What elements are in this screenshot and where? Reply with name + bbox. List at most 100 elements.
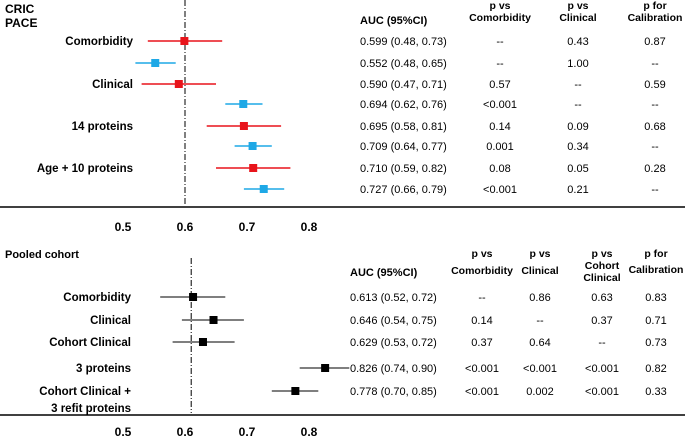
top-header-p-calibration: p for: [643, 0, 666, 12]
row-label: Clinical: [92, 79, 133, 91]
p-vs-comorbidity: 0.14: [489, 121, 510, 133]
x-tick-label-top: 0.7: [239, 220, 256, 234]
auc-value: 0.613 (0.52, 0.72): [350, 292, 437, 304]
x-tick-label-top: 0.5: [115, 220, 132, 234]
p-vs-clinical: 1.00: [567, 58, 588, 70]
p-calibration: 0.83: [645, 292, 666, 304]
auc-value: 0.599 (0.48, 0.73): [360, 36, 447, 48]
top-header-p-calibration: Calibration: [628, 12, 683, 24]
auc-value: 0.629 (0.53, 0.72): [350, 337, 437, 349]
p-vs-clinical: 0.43: [567, 36, 588, 48]
p-vs-cohort-clinical: --: [598, 337, 606, 349]
p-vs-comorbidity: --: [478, 292, 486, 304]
p-vs-comorbidity: <0.001: [483, 184, 517, 196]
p-vs-comorbidity: <0.001: [465, 363, 499, 375]
bottom-header-p-cohort-clinical: p vs: [591, 248, 612, 260]
legend-pace: PACE: [5, 16, 37, 30]
p-calibration: --: [651, 99, 659, 111]
point-estimate-pace: [239, 100, 248, 108]
point-estimate-pooled: [321, 364, 330, 372]
top-header-p-comorbidity: Comorbidity: [469, 12, 531, 24]
point-estimate-cric: [174, 80, 183, 88]
bottom-header-p-clinical: Clinical: [521, 265, 558, 277]
p-vs-comorbidity: 0.001: [486, 141, 514, 153]
point-estimate-pace: [259, 185, 268, 193]
p-vs-comorbidity: 0.37: [471, 337, 492, 349]
p-vs-cohort-clinical: 0.37: [591, 315, 612, 327]
row-label: 14 proteins: [72, 121, 133, 133]
p-calibration: --: [651, 141, 659, 153]
bottom-header-p-clinical: p vs: [529, 248, 550, 260]
bottom-header-p-comorbidity: Comorbidity: [451, 265, 513, 277]
point-estimate-pooled: [189, 293, 198, 301]
row-label: 3 proteins: [76, 363, 131, 375]
p-calibration: 0.59: [644, 79, 665, 91]
row-label: Age + 10 proteins: [37, 163, 133, 175]
p-vs-clinical: --: [574, 99, 582, 111]
p-vs-cohort-clinical: 0.63: [591, 292, 612, 304]
bottom-header-p-comorbidity: p vs: [471, 248, 492, 260]
x-tick-label-bottom: 0.6: [177, 425, 194, 438]
pooled-cohort-title: Pooled cohort: [5, 249, 79, 261]
point-estimate-cric: [249, 164, 258, 172]
p-calibration: 0.33: [645, 386, 666, 398]
x-tick-label-top: 0.6: [177, 220, 194, 234]
auc-value: 0.778 (0.70, 0.85): [350, 386, 437, 398]
p-vs-comorbidity: --: [496, 36, 504, 48]
p-vs-comorbidity: 0.08: [489, 163, 510, 175]
p-vs-comorbidity: 0.57: [489, 79, 510, 91]
auc-value: 0.694 (0.62, 0.76): [360, 99, 447, 111]
point-estimate-cric: [239, 122, 248, 130]
legend-cric: CRIC: [5, 2, 35, 16]
p-vs-clinical: 0.86: [529, 292, 550, 304]
row-label: Cohort Clinical +: [39, 386, 131, 398]
auc-value: 0.552 (0.48, 0.65): [360, 58, 447, 70]
row-label: Clinical: [90, 315, 131, 327]
auc-value: 0.826 (0.74, 0.90): [350, 363, 437, 375]
p-vs-clinical: --: [574, 79, 582, 91]
top-header-auc: AUC (95%CI): [360, 15, 428, 27]
p-calibration: 0.28: [644, 163, 665, 175]
p-calibration: --: [651, 184, 659, 196]
bottom-header-p-calibration: p for: [644, 248, 667, 260]
row-label: 3 refit proteins: [51, 403, 131, 415]
p-calibration: 0.71: [645, 315, 666, 327]
auc-value: 0.695 (0.58, 0.81): [360, 121, 447, 133]
auc-value: 0.710 (0.59, 0.82): [360, 163, 447, 175]
p-calibration: --: [651, 58, 659, 70]
p-calibration: 0.73: [645, 337, 666, 349]
x-tick-label-bottom: 0.7: [239, 425, 256, 438]
p-vs-cohort-clinical: <0.001: [585, 363, 619, 375]
point-estimate-pooled: [198, 338, 207, 346]
x-tick-label-bottom: 0.5: [115, 425, 132, 438]
point-estimate-pooled: [291, 387, 300, 395]
p-calibration: 0.68: [644, 121, 665, 133]
row-label: Cohort Clinical: [49, 337, 131, 349]
p-vs-clinical: 0.09: [567, 121, 588, 133]
auc-value: 0.646 (0.54, 0.75): [350, 315, 437, 327]
row-label: Comorbidity: [65, 36, 133, 48]
p-vs-clinical: 0.21: [567, 184, 588, 196]
auc-value: 0.709 (0.64, 0.77): [360, 141, 447, 153]
p-vs-clinical: 0.34: [567, 141, 588, 153]
auc-value: 0.590 (0.47, 0.71): [360, 79, 447, 91]
p-vs-comorbidity: --: [496, 58, 504, 70]
point-estimate-cric: [180, 37, 189, 45]
p-vs-clinical: --: [536, 315, 544, 327]
point-estimate-pace: [151, 59, 160, 67]
p-vs-clinical: 0.05: [567, 163, 588, 175]
top-header-p-clinical: Clinical: [559, 12, 596, 24]
auc-value: 0.727 (0.66, 0.79): [360, 184, 447, 196]
point-estimate-pace: [248, 142, 257, 150]
x-tick-label-bottom: 0.8: [301, 425, 318, 438]
p-vs-clinical: 0.64: [529, 337, 550, 349]
top-header-p-clinical: p vs: [567, 0, 588, 12]
bottom-header-p-cohort-clinical: Cohort: [585, 260, 620, 272]
top-header-p-comorbidity: p vs: [489, 0, 510, 12]
p-vs-clinical: 0.002: [526, 386, 554, 398]
p-vs-cohort-clinical: <0.001: [585, 386, 619, 398]
point-estimate-pooled: [209, 316, 218, 324]
p-calibration: 0.82: [645, 363, 666, 375]
bottom-header-p-calibration: Calibration: [629, 264, 684, 276]
row-label: Comorbidity: [63, 292, 131, 304]
